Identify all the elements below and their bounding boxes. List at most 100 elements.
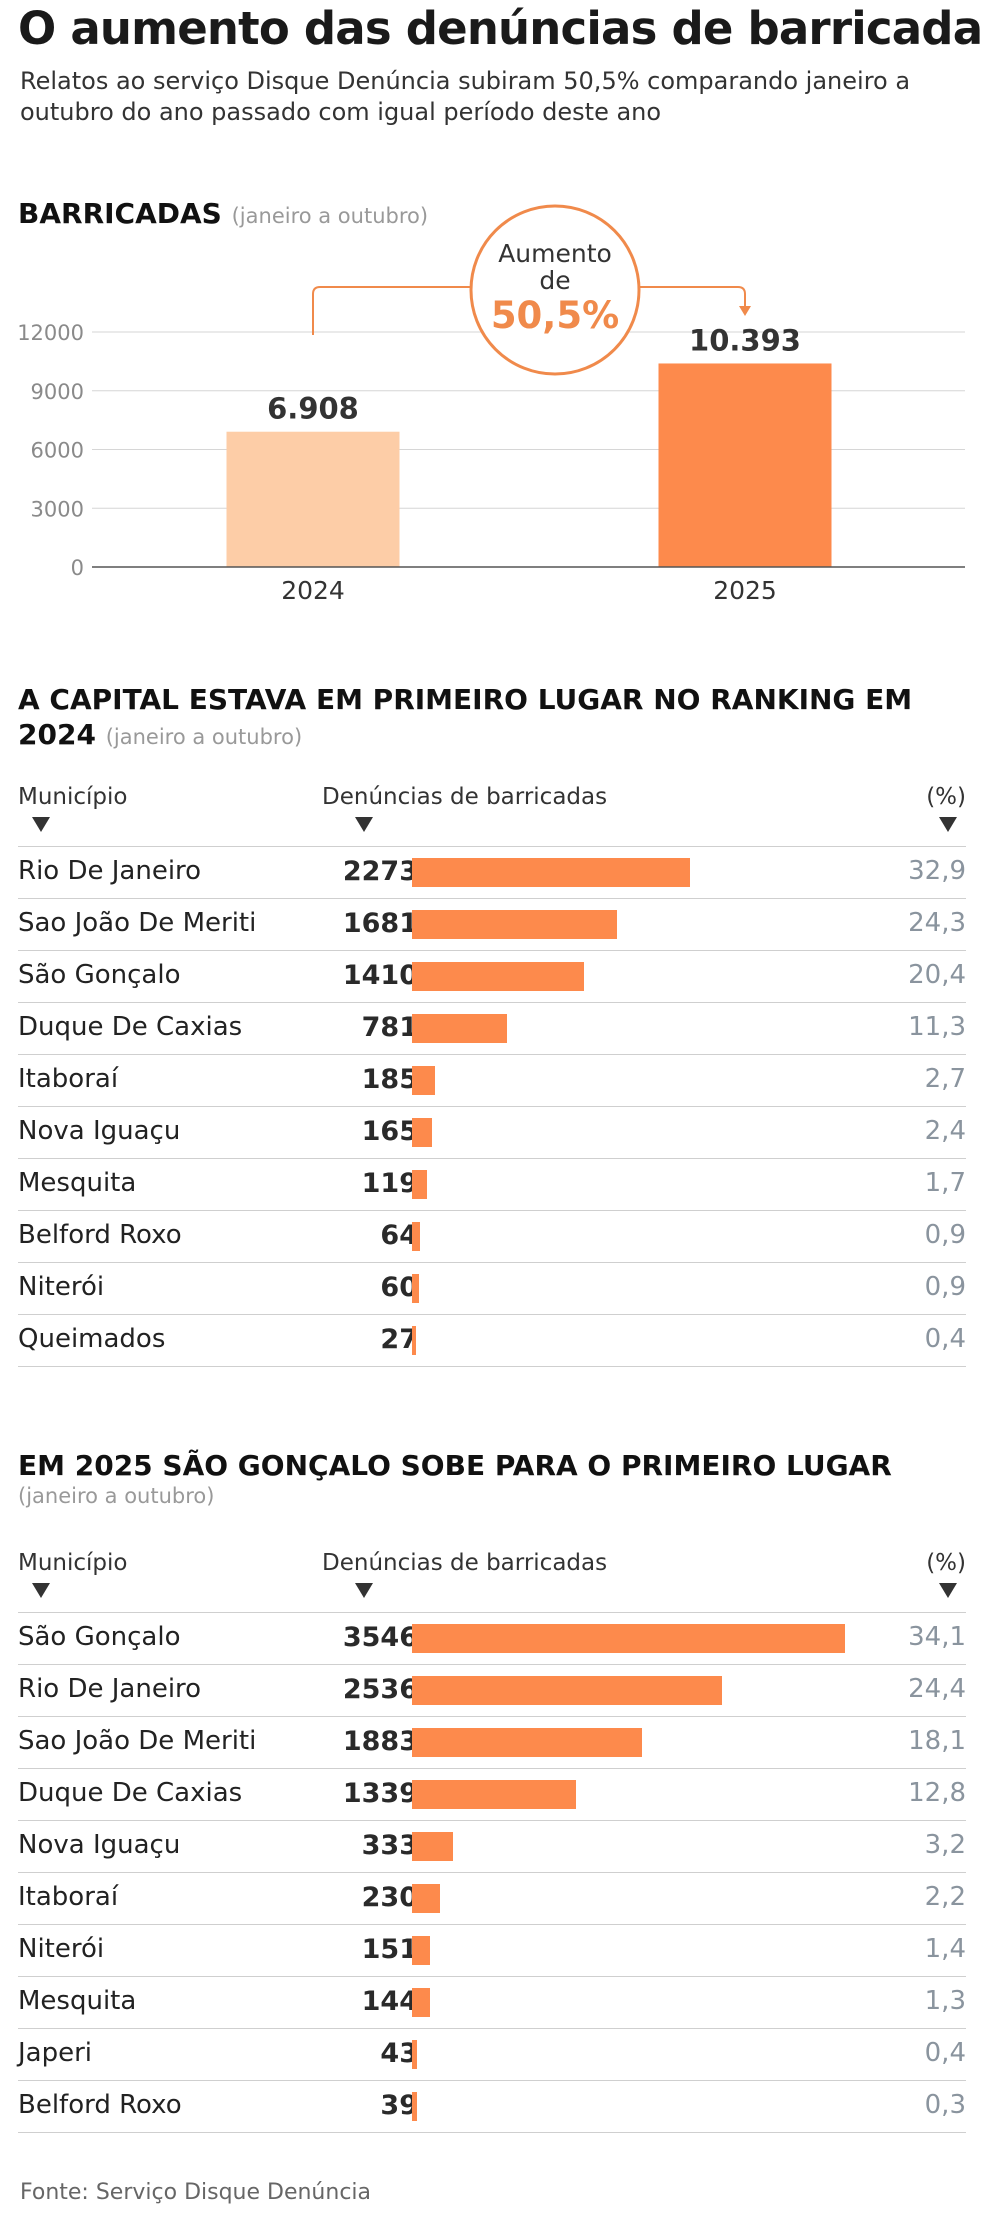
city-name: Queimados bbox=[18, 1324, 166, 1354]
denuncias-count: 151 bbox=[361, 1934, 418, 1965]
denuncias-bar bbox=[412, 962, 584, 991]
ranking-2024-heading: A CAPITAL ESTAVA EM PRIMEIRO LUGAR NO RA… bbox=[18, 682, 918, 755]
section-barricadas-heading: BARRICADAS (janeiro a outubro) bbox=[18, 196, 428, 234]
y-tick-label: 3000 bbox=[31, 497, 84, 521]
sort-down-arrow-icon bbox=[32, 817, 50, 832]
bar-2025 bbox=[658, 363, 832, 567]
percentage-value: 12,8 bbox=[908, 1778, 966, 1808]
column-header-pct: (%) bbox=[926, 784, 966, 810]
denuncias-bar bbox=[412, 1274, 419, 1303]
city-name: São Gonçalo bbox=[18, 1622, 181, 1652]
city-name: Itaboraí bbox=[18, 1064, 119, 1094]
percentage-value: 2,7 bbox=[924, 1064, 966, 1094]
city-name: Mesquita bbox=[18, 1168, 137, 1198]
column-header-denuncias: Denúncias de barricadas bbox=[322, 1550, 608, 1576]
denuncias-count: 39 bbox=[380, 2090, 418, 2121]
denuncias-bar bbox=[412, 2092, 417, 2121]
ranking-2025-heading: EM 2025 SÃO GONÇALO SOBE PARA O PRIMEIRO… bbox=[18, 1448, 958, 1509]
callout-value: 50,5% bbox=[491, 294, 619, 337]
city-name: Mesquita bbox=[18, 1986, 137, 2016]
city-name: Itaboraí bbox=[18, 1882, 119, 1912]
city-name: Sao João De Meriti bbox=[18, 1726, 257, 1756]
denuncias-bar bbox=[412, 1066, 435, 1095]
ranking-2025-note: (janeiro a outubro) bbox=[18, 1484, 215, 1508]
callout-arrowhead bbox=[739, 306, 751, 316]
percentage-value: 20,4 bbox=[908, 960, 966, 990]
x-tick-label: 2025 bbox=[713, 576, 777, 605]
sort-down-arrow-icon bbox=[939, 817, 957, 832]
denuncias-count: 165 bbox=[361, 1116, 418, 1147]
table-row: Itaboraí 230 2,2 bbox=[18, 1872, 966, 1925]
column-header-municipio: Município bbox=[18, 1550, 128, 1576]
denuncias-bar bbox=[412, 1884, 440, 1913]
percentage-value: 0,4 bbox=[924, 1324, 966, 1354]
table-row: São Gonçalo 1410 20,4 bbox=[18, 950, 966, 1003]
city-name: Rio De Janeiro bbox=[18, 1674, 202, 1704]
denuncias-bar bbox=[412, 1222, 420, 1251]
column-header-pct: (%) bbox=[926, 1550, 966, 1576]
section-barricadas-note: (janeiro a outubro) bbox=[231, 204, 429, 228]
city-name: Niterói bbox=[18, 1934, 105, 1964]
sort-down-arrow-icon bbox=[355, 1583, 373, 1598]
table-row: Mesquita 119 1,7 bbox=[18, 1158, 966, 1211]
city-name: Belford Roxo bbox=[18, 2090, 182, 2120]
percentage-value: 1,4 bbox=[924, 1934, 966, 1964]
callout-line1: Aumento bbox=[498, 239, 612, 268]
page-title: O aumento das denúncias de barricadas bbox=[18, 2, 984, 55]
denuncias-count: 1883 bbox=[342, 1726, 418, 1757]
percentage-value: 1,7 bbox=[924, 1168, 966, 1198]
denuncias-count: 781 bbox=[361, 1012, 418, 1043]
column-header-municipio: Município bbox=[18, 784, 128, 810]
denuncias-count: 1339 bbox=[342, 1778, 418, 1809]
ranking-2024-note: (janeiro a outubro) bbox=[105, 725, 303, 749]
column-header-denuncias: Denúncias de barricadas bbox=[322, 784, 608, 810]
denuncias-bar bbox=[412, 858, 690, 887]
denuncias-bar bbox=[412, 1780, 576, 1809]
section-barricadas-title: BARRICADAS bbox=[18, 197, 222, 230]
city-name: Belford Roxo bbox=[18, 1220, 182, 1250]
denuncias-bar bbox=[412, 1326, 416, 1355]
y-tick-label: 12000 bbox=[17, 321, 84, 345]
table-row: Belford Roxo 39 0,3 bbox=[18, 2080, 966, 2133]
table-row: Nova Iguaçu 165 2,4 bbox=[18, 1106, 966, 1159]
denuncias-bar bbox=[412, 1988, 430, 2017]
y-tick-label: 0 bbox=[71, 556, 84, 580]
percentage-value: 2,4 bbox=[924, 1116, 966, 1146]
percentage-value: 24,3 bbox=[908, 908, 966, 938]
bar-value-label: 10.393 bbox=[689, 323, 801, 357]
table-row: Sao João De Meriti 1883 18,1 bbox=[18, 1716, 966, 1769]
sort-down-arrow-icon bbox=[32, 1583, 50, 1598]
city-name: Duque De Caxias bbox=[18, 1012, 243, 1042]
table-row: Rio De Janeiro 2273 32,9 bbox=[18, 846, 966, 899]
bar-2024 bbox=[226, 431, 400, 567]
denuncias-bar bbox=[412, 1118, 432, 1147]
denuncias-count: 144 bbox=[361, 1986, 418, 2017]
ranking-2024-title: A CAPITAL ESTAVA EM PRIMEIRO LUGAR NO RA… bbox=[18, 683, 913, 751]
city-name: São Gonçalo bbox=[18, 960, 181, 990]
denuncias-count: 185 bbox=[361, 1064, 418, 1095]
table-row: Queimados 27 0,4 bbox=[18, 1314, 966, 1367]
denuncias-count: 60 bbox=[380, 1272, 418, 1303]
percentage-value: 11,3 bbox=[908, 1012, 966, 1042]
callout-circle bbox=[469, 204, 641, 376]
sort-down-arrow-icon bbox=[939, 1583, 957, 1598]
denuncias-bar bbox=[412, 2040, 417, 2069]
denuncias-bar bbox=[412, 1728, 642, 1757]
denuncias-count: 64 bbox=[380, 1220, 418, 1251]
denuncias-count: 1681 bbox=[342, 908, 418, 939]
percentage-value: 24,4 bbox=[908, 1674, 966, 1704]
city-name: Nova Iguaçu bbox=[18, 1116, 181, 1146]
percentage-value: 0,4 bbox=[924, 2038, 966, 2068]
percentage-value: 34,1 bbox=[908, 1622, 966, 1652]
table-row: Rio De Janeiro 2536 24,4 bbox=[18, 1664, 966, 1717]
denuncias-count: 27 bbox=[380, 1324, 418, 1355]
sort-down-arrow-icon bbox=[355, 817, 373, 832]
percentage-value: 0,9 bbox=[924, 1220, 966, 1250]
denuncias-bar bbox=[412, 1936, 430, 1965]
denuncias-count: 2273 bbox=[342, 856, 418, 887]
denuncias-bar bbox=[412, 1624, 845, 1653]
percentage-value: 1,3 bbox=[924, 1986, 966, 2016]
percentage-value: 0,9 bbox=[924, 1272, 966, 1302]
table-row: Nova Iguaçu 333 3,2 bbox=[18, 1820, 966, 1873]
callout-line2: de bbox=[539, 266, 570, 295]
